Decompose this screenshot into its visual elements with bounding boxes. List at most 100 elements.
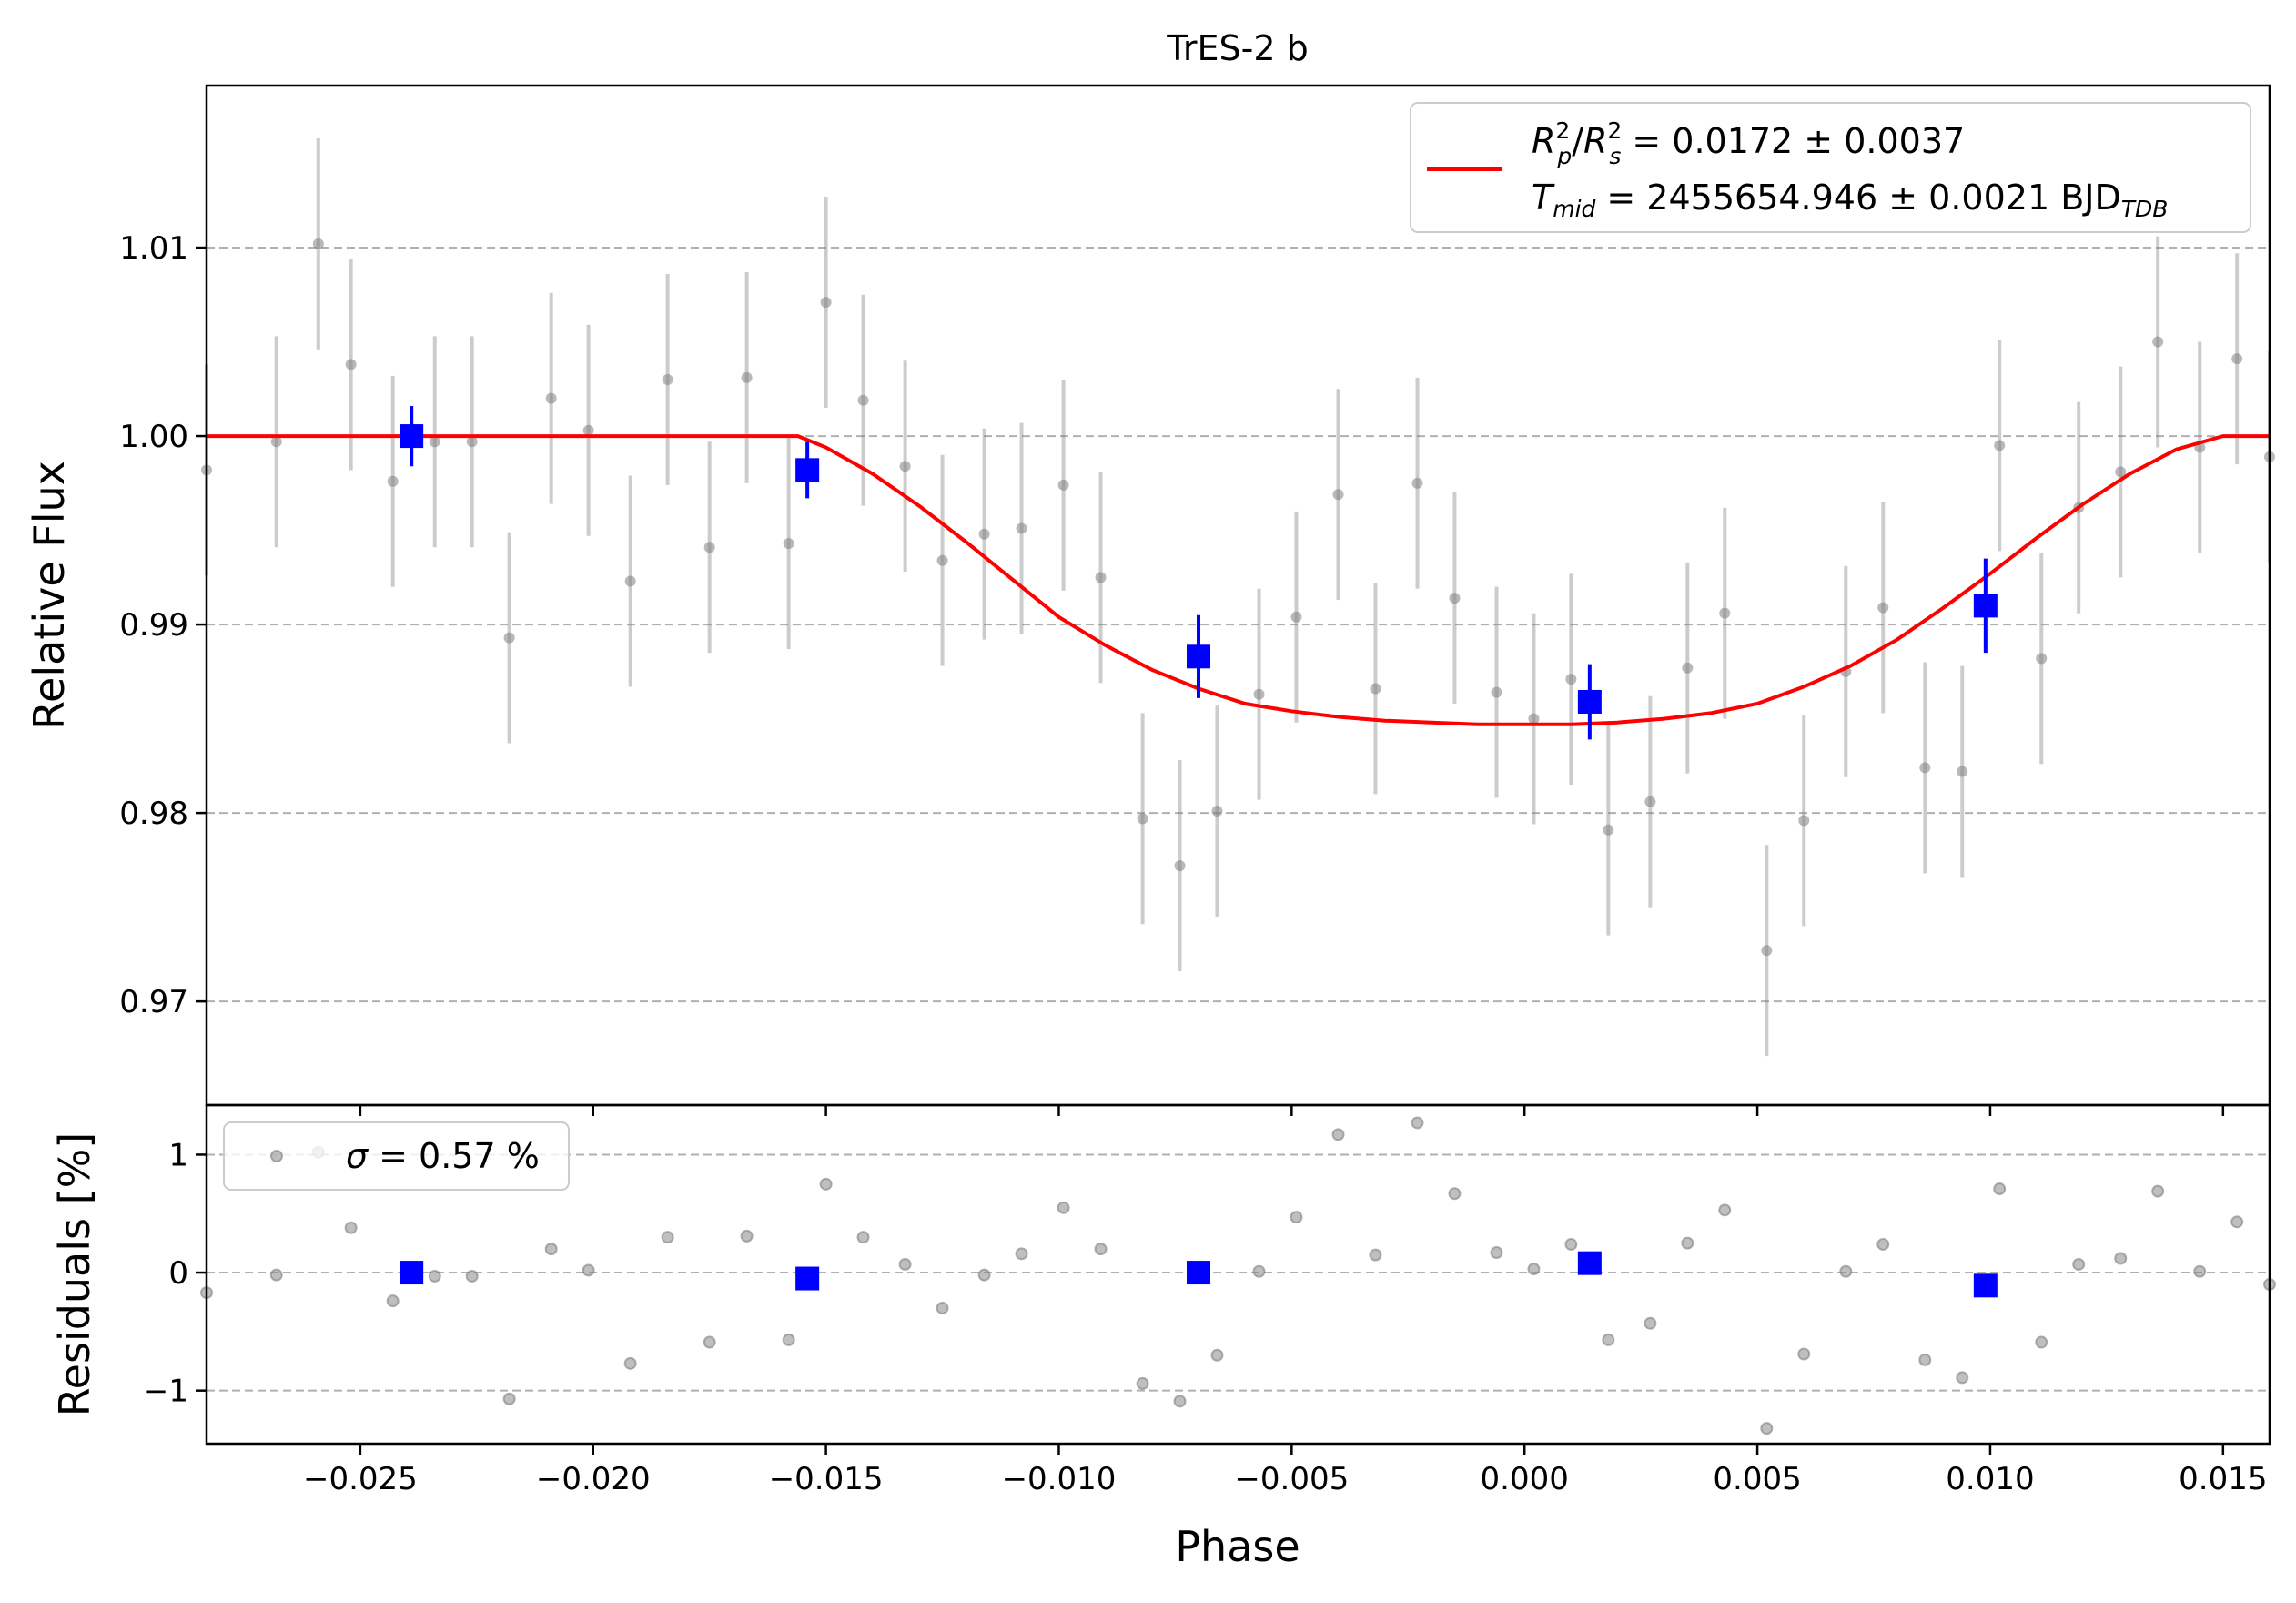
residual-point <box>1173 1395 1187 1408</box>
flux-ytick-label: 0.98 <box>119 796 188 832</box>
flux-point <box>1449 593 1461 604</box>
legend-line-1: R2 p/R2 s = 0.0172 ± 0.0037 <box>1532 117 1965 169</box>
phase-xtick-label: 0.005 <box>1713 1461 1801 1497</box>
phase-axis-label: Phase <box>1175 1522 1300 1571</box>
residual-point <box>1490 1246 1503 1260</box>
flux-point <box>387 475 399 487</box>
phase-xtick-label: −0.020 <box>536 1461 651 1497</box>
flux-point <box>1137 813 1148 825</box>
flux-point <box>466 436 478 448</box>
residual-point <box>1797 1347 1811 1361</box>
phase-xtick-label: −0.005 <box>1234 1461 1349 1497</box>
residual-point <box>2114 1252 2128 1265</box>
residuals-panel: −1 0 1 Residuals [%] σ = 0.57 % <box>50 1103 2276 1446</box>
residual-point <box>1411 1116 1424 1130</box>
flux-point <box>978 528 990 540</box>
flux-point <box>2231 353 2243 365</box>
flux-point <box>1798 815 1810 827</box>
residual-point <box>1644 1316 1657 1330</box>
transit-model-curve <box>207 434 2270 726</box>
flux-point <box>703 542 715 553</box>
residual-ytick-label: 1 <box>168 1137 188 1173</box>
flux-point <box>857 394 869 406</box>
residual-point <box>1136 1376 1149 1390</box>
binned-point <box>1577 689 1602 714</box>
flux-legend: R2 p/R2 s = 0.0172 ± 0.0037 Tmid = 2455654.9… <box>1410 102 2251 233</box>
residual-point <box>1527 1263 1541 1276</box>
flux-point <box>503 632 515 644</box>
flux-point <box>312 238 324 249</box>
residual-point <box>269 1268 283 1282</box>
residual-point <box>1918 1353 1932 1366</box>
flux-point <box>1057 479 1069 491</box>
flux-point <box>741 371 753 383</box>
residual-point <box>2035 1335 2048 1349</box>
residual-point <box>782 1333 795 1346</box>
residual-point <box>428 1269 441 1283</box>
flux-point <box>1957 766 1968 777</box>
flux-point <box>582 424 594 436</box>
flux-point <box>1174 860 1186 872</box>
flux-ytick-label: 1.00 <box>119 419 188 455</box>
flux-point <box>662 373 673 385</box>
legend-residual-marker <box>270 1150 283 1162</box>
flux-point <box>270 436 282 448</box>
residuals-plot-frame <box>205 1103 2271 1446</box>
flux-ytick-label: 0.99 <box>119 607 188 644</box>
residuals-legend: σ = 0.57 % <box>223 1121 570 1191</box>
residual-point <box>544 1243 558 1256</box>
residual-point <box>819 1177 833 1191</box>
residual-point <box>977 1268 991 1282</box>
flux-point <box>1253 688 1265 700</box>
flux-point <box>1528 713 1540 725</box>
legend-sigma: σ = 0.57 % <box>346 1136 540 1176</box>
flux-ytick-label: 0.97 <box>119 984 188 1020</box>
residual-point <box>582 1263 595 1277</box>
flux-axis-label: Relative Flux <box>25 461 74 730</box>
residual-point <box>898 1257 912 1271</box>
residual-point <box>2151 1184 2165 1198</box>
residual-point <box>2230 1215 2244 1229</box>
residual-point <box>386 1294 400 1308</box>
binned-point <box>1187 644 1211 669</box>
residual-point <box>936 1301 949 1314</box>
binned-residual-point <box>1973 1273 1998 1298</box>
residual-point <box>623 1356 637 1370</box>
flux-point <box>345 359 357 370</box>
residual-ytick-label: −1 <box>143 1374 188 1410</box>
binned-point <box>1973 594 1998 618</box>
legend-line-2: Tmid = 2455654.946 ± 0.0021 BJDTDB <box>1532 178 2168 222</box>
residual-point <box>465 1269 479 1283</box>
chart-title: TrES-2 b <box>1166 28 1308 68</box>
flux-point <box>2036 653 2048 665</box>
phase-xtick-label: 0.015 <box>2179 1461 2267 1497</box>
flux-point <box>820 297 832 309</box>
binned-residual-point <box>1187 1261 1211 1285</box>
residual-point <box>1252 1264 1266 1278</box>
residual-point <box>856 1231 870 1244</box>
phase-xtick-label: 0.000 <box>1481 1461 1569 1497</box>
flux-point <box>1682 662 1694 674</box>
flux-point <box>624 575 636 587</box>
residual-point <box>1290 1211 1303 1224</box>
flux-point <box>1211 806 1223 817</box>
flux-panel: 0.97 0.98 0.99 1.00 1.01 Relative Flux R2 p/R… <box>25 84 2275 1107</box>
flux-point <box>429 436 440 448</box>
residual-point <box>1210 1348 1224 1362</box>
flux-point <box>545 392 557 404</box>
phase-xtick-label: −0.025 <box>303 1461 418 1497</box>
binned-point <box>400 424 424 449</box>
residual-point <box>1448 1187 1462 1201</box>
flux-point <box>1994 440 2006 451</box>
flux-point <box>936 554 948 566</box>
residual-point <box>1956 1371 1969 1385</box>
residual-point <box>2193 1264 2207 1278</box>
residual-point <box>1015 1247 1028 1261</box>
flux-ytick-label: 1.01 <box>119 230 188 267</box>
residual-point <box>1369 1248 1382 1262</box>
flux-point <box>1370 683 1381 695</box>
flux-point <box>1761 945 1773 957</box>
flux-point <box>899 461 911 472</box>
residuals-axis-label: Residuals [%] <box>50 1132 99 1416</box>
